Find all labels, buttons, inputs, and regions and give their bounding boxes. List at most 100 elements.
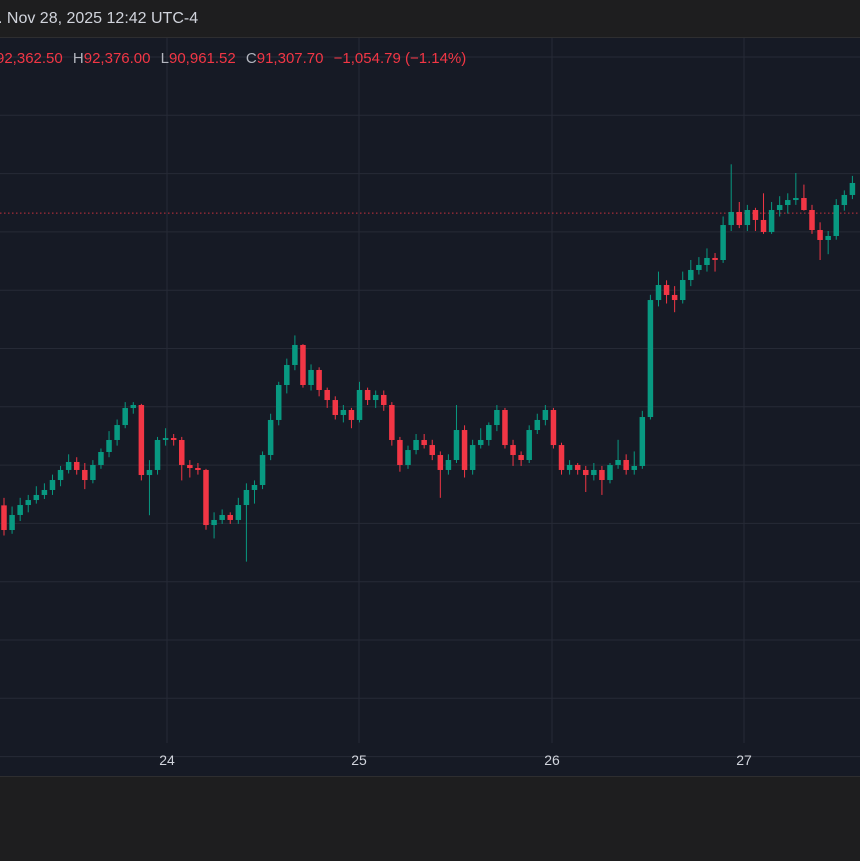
candle-down	[599, 469, 605, 481]
candle-down	[187, 464, 193, 469]
candle-up	[785, 200, 791, 206]
candle-up	[679, 280, 686, 301]
high-value: 92,376.00	[83, 50, 151, 67]
candle-up	[542, 410, 549, 420]
candle-up	[445, 460, 452, 470]
candle-up	[65, 461, 72, 470]
candle-down	[663, 285, 670, 295]
candle-up	[57, 469, 64, 481]
candle-up	[647, 300, 654, 418]
candle-down	[574, 464, 581, 470]
candle-up	[235, 505, 242, 520]
candle-down	[712, 257, 718, 261]
candle-up	[98, 451, 104, 465]
candle-up	[9, 514, 15, 531]
top-bar: . Nov 28, 2025 12:42 UTC-4	[0, 0, 860, 38]
candle-up	[744, 210, 751, 226]
low-label: L	[160, 50, 169, 67]
candle-up	[704, 257, 710, 265]
candle-down	[583, 469, 589, 476]
candle-down	[809, 210, 815, 231]
candle-up	[631, 465, 637, 470]
close-value: 91,307.70	[256, 50, 324, 67]
candle-up	[469, 445, 476, 470]
candle-up	[17, 505, 23, 515]
candle-down	[817, 230, 823, 240]
candle-up	[566, 464, 573, 470]
candle-down	[736, 211, 743, 226]
candle-up	[607, 464, 613, 481]
candle-down	[348, 410, 355, 420]
candle-down	[195, 468, 201, 470]
candle-down	[397, 439, 403, 465]
candle-down	[623, 460, 629, 470]
candle-down	[381, 394, 387, 406]
candle-up	[356, 389, 363, 420]
candle-up	[114, 425, 120, 440]
candle-down	[203, 469, 209, 526]
candle-down	[671, 294, 678, 301]
candle-up	[106, 439, 112, 452]
candle-up	[25, 500, 31, 506]
candle-up	[251, 485, 258, 490]
candle-down	[801, 197, 807, 211]
candle-down	[760, 219, 767, 232]
candle-down	[518, 455, 524, 461]
candle-up	[776, 205, 783, 211]
candle-up	[162, 438, 169, 440]
datetime-label: . Nov 28, 2025 12:42 UTC-4	[0, 10, 199, 27]
candle-down	[752, 210, 759, 220]
candle-up	[308, 369, 314, 386]
candle-up	[154, 439, 161, 470]
candle-up	[728, 211, 734, 226]
candle-up	[259, 455, 266, 486]
ohlc-legend: 92,362.50 H92,376.00 L90,961.52 C91,307.…	[0, 50, 472, 67]
candle-up	[130, 405, 137, 409]
candle-up	[219, 514, 225, 520]
close-label: C	[245, 50, 257, 67]
candle-down	[429, 445, 435, 456]
candle-down	[364, 389, 371, 401]
candle-up	[486, 425, 492, 440]
candle-up	[211, 519, 217, 526]
candle-up	[41, 489, 48, 495]
x-tick-label: 25	[351, 752, 367, 768]
candle-up	[90, 464, 96, 481]
low-value: 90,961.52	[169, 50, 236, 67]
candle-up	[284, 364, 290, 386]
candle-up	[591, 469, 597, 476]
candle-up	[688, 269, 694, 281]
candle-up	[49, 480, 56, 490]
candle-up	[292, 344, 298, 365]
candle-down	[82, 469, 88, 481]
candle-up	[825, 235, 831, 240]
candle-down	[170, 438, 177, 440]
candle-up	[146, 469, 153, 476]
candle-up	[372, 394, 379, 401]
candle-down	[1, 505, 7, 531]
x-tick-label: 27	[736, 752, 752, 768]
candle-up	[849, 182, 856, 195]
candle-up	[534, 419, 541, 431]
candle-down	[389, 405, 395, 440]
high-label: H	[72, 50, 84, 67]
bottom-bar	[0, 776, 860, 861]
chart-pane[interactable]: 24 25 26 27 92,362.50 H92,376.00 L90,961.52…	[0, 38, 860, 776]
candle-down	[558, 445, 565, 470]
candle-up	[696, 264, 702, 270]
candle-up	[267, 419, 274, 456]
change-value: −1,054.79 (−1.14%)	[333, 50, 467, 67]
candle-down	[437, 455, 444, 470]
candle-up	[122, 408, 128, 426]
candle-up	[526, 430, 532, 461]
candle-up	[768, 210, 775, 232]
candle-down	[332, 400, 339, 415]
candle-down	[550, 410, 557, 446]
candle-down	[502, 410, 508, 446]
candle-up	[494, 410, 500, 426]
candle-down	[300, 344, 306, 386]
candlestick-chart[interactable]: 24 25 26 27	[0, 38, 860, 776]
candle-up	[413, 439, 419, 451]
candle-up	[477, 439, 484, 446]
candle-down	[73, 461, 80, 470]
